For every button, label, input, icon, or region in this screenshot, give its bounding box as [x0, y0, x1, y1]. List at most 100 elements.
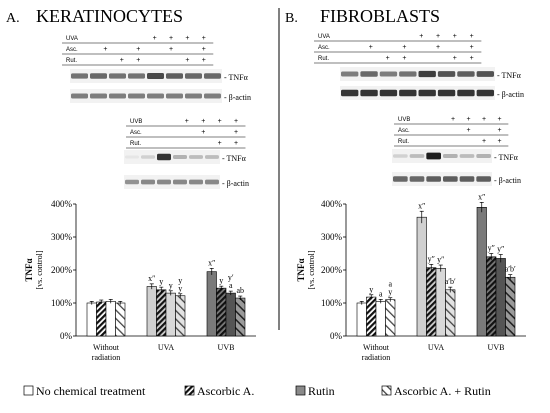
bar-annotation: y	[388, 288, 392, 297]
blot-sign: +	[436, 33, 440, 40]
western-blots: UVA + + + +Asc. + + + +Rut. + + + +- TNFα- β-actinUV…	[62, 33, 524, 189]
legend-swatch	[184, 385, 195, 396]
y-axis-label: TNFα	[296, 258, 306, 281]
blot-band	[205, 179, 219, 185]
blot-sign: +	[169, 46, 173, 53]
bar-annotation: x″	[208, 258, 215, 267]
blot-sign: +	[103, 46, 107, 53]
bar	[105, 301, 116, 337]
blot-band	[399, 89, 417, 97]
blot-sign: +	[136, 57, 140, 64]
blot-band-label: - β-actin	[494, 176, 521, 185]
x-tick-label: radiation	[92, 353, 120, 362]
blot-band	[147, 73, 164, 79]
x-tick-label: Without	[93, 343, 120, 352]
blot-band	[166, 93, 183, 99]
blot-band	[128, 73, 145, 79]
bar-annotation: x″	[478, 192, 485, 201]
blot-band	[393, 154, 408, 158]
blot-row-label: UVB	[130, 119, 142, 125]
blot-band	[418, 89, 436, 97]
blot-band	[141, 179, 155, 185]
blot-membrane	[392, 149, 492, 163]
blot-band	[443, 176, 458, 182]
legend-swatch	[295, 385, 306, 396]
blot-band	[399, 71, 417, 77]
blot-row-label: Rut.	[398, 139, 409, 145]
blot-band	[426, 176, 441, 182]
blot-band-label: - TNFα	[497, 71, 522, 80]
bar-annotation: y′	[228, 273, 234, 282]
blot-sign: +	[453, 33, 457, 40]
bar	[156, 289, 167, 337]
blot-band	[204, 73, 221, 79]
blot-sign: +	[201, 118, 205, 125]
bar-annotation: y″	[428, 254, 435, 263]
bar-annotation: a′b′	[505, 265, 516, 274]
bar-annotation: ab	[236, 286, 244, 295]
blot-membrane	[70, 69, 222, 83]
blot-band	[426, 152, 441, 160]
blot-band	[457, 71, 475, 77]
blot-row-label: UVA	[66, 36, 78, 42]
bar-annotation: x″	[148, 274, 155, 283]
y-tick-label: 400%	[51, 199, 73, 209]
x-tick-label: UVB	[218, 343, 235, 352]
blot-sign: +	[482, 138, 486, 145]
bar	[416, 216, 427, 337]
blot-sign: +	[470, 33, 474, 40]
y-tick-label: 400%	[321, 199, 343, 209]
blot-band	[393, 176, 408, 182]
blot-sign: +	[202, 35, 206, 42]
bar-annotation: y″	[437, 255, 444, 264]
blot-band	[341, 71, 359, 77]
bar	[96, 301, 107, 337]
blot-sign: +	[470, 55, 474, 62]
blot-sign: +	[402, 55, 406, 62]
legend-label: Rutin	[308, 384, 335, 398]
bar-annotation: y″	[488, 244, 495, 253]
blot-sign: +	[369, 44, 373, 51]
bar	[146, 286, 157, 337]
bar-annotation: x″	[418, 201, 425, 210]
blot-3: UVB + + + + Asc. + + Rut. + + - TNFα - β-actin	[392, 116, 521, 186]
y-axis-label: TNFα	[24, 258, 34, 281]
blot-band	[457, 89, 475, 97]
blot-sign: +	[386, 55, 390, 62]
blot-band	[360, 89, 378, 97]
bar-annotation: a	[229, 281, 233, 290]
blot-sign: +	[153, 35, 157, 42]
blot-2: UVA + + + + Asc. + + + + Rut. + + + + - TNFα - β-actin	[314, 33, 524, 100]
y-axis-sublabel: [vs. control]	[35, 250, 44, 289]
blot-sign: +	[467, 116, 471, 123]
blot-band	[90, 73, 107, 79]
blot-band	[185, 73, 202, 79]
bar	[206, 271, 217, 337]
blot-band	[459, 154, 475, 158]
blot-band	[409, 176, 425, 182]
chart-1: 0%100%200%300%400%TNFα [vs. control] ya yaW…	[296, 192, 526, 362]
legend-label: Ascorbic A. + Rutin	[394, 384, 491, 398]
bar-annotation: y	[219, 276, 223, 285]
bar	[445, 289, 456, 337]
blot-band	[476, 176, 491, 182]
x-tick-label: UVA	[428, 343, 445, 352]
blot-band	[185, 93, 202, 99]
blot-band	[379, 71, 398, 77]
blot-sign: +	[169, 35, 173, 42]
bar	[366, 296, 377, 337]
bar-annotation: y	[159, 277, 163, 286]
blot-sign: +	[234, 118, 238, 125]
y-tick-label: 100%	[321, 298, 343, 308]
blot-membrane	[340, 86, 495, 100]
bar-annotation: y	[178, 284, 182, 293]
y-tick-label: 100%	[51, 298, 73, 308]
bar	[86, 302, 97, 337]
blot-band	[109, 73, 126, 79]
bar-annotation: y	[369, 285, 373, 294]
blot-band	[71, 93, 88, 99]
blot-band	[409, 154, 425, 158]
blot-sign: +	[402, 44, 406, 51]
legend-label: Ascorbic A.	[197, 384, 254, 398]
legend: No chemical treatment Ascorbic A. Rutin Asc…	[23, 384, 491, 398]
